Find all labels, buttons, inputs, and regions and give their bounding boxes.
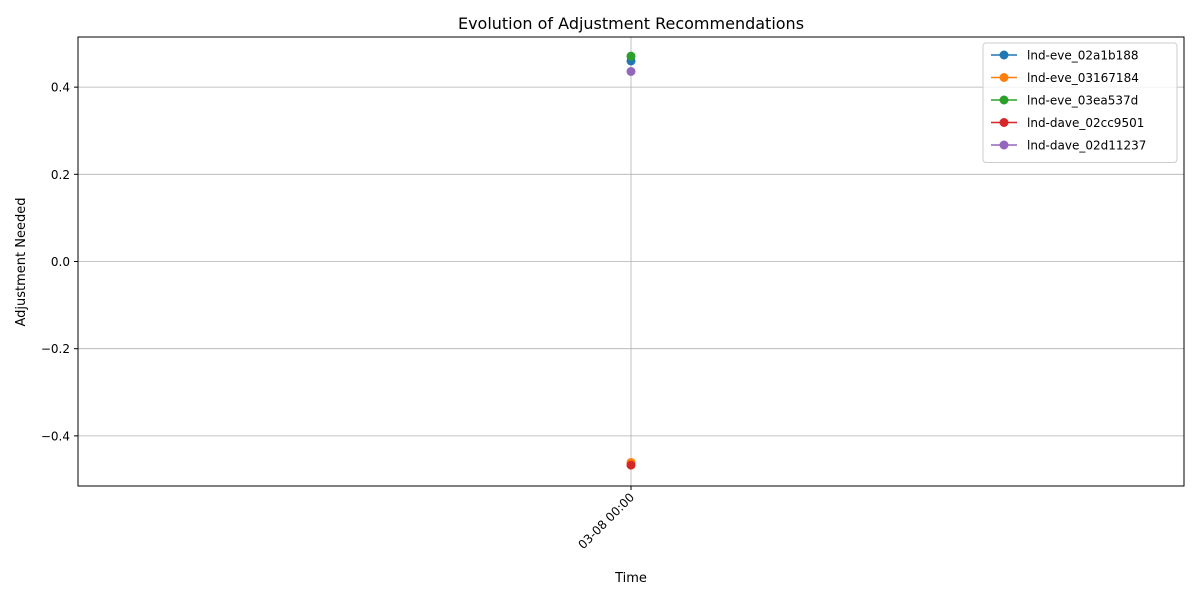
grid (78, 37, 1184, 486)
series-group (626, 51, 636, 470)
series-lnd-eve_03ea537d (626, 51, 636, 61)
data-point (626, 51, 636, 61)
y-tick-label: 0.4 (51, 81, 70, 95)
data-point (626, 460, 636, 470)
legend-box (982, 42, 1178, 163)
y-tick-label: −0.4 (41, 429, 70, 443)
legend-label: lnd-eve_03ea537d (1027, 94, 1138, 108)
legend-label: lnd-eve_03167184 (1027, 71, 1139, 85)
y-tick-label: −0.2 (41, 342, 70, 356)
series-lnd-dave_02d11237 (626, 66, 636, 76)
y-tick-label: 0.0 (51, 255, 70, 269)
legend-marker (999, 140, 1009, 150)
legend: lnd-eve_02a1b188 lnd-eve_03167184 lnd-eve_… (982, 42, 1178, 163)
legend-marker (999, 73, 1009, 82)
series-lnd-dave_02cc9501 (626, 460, 636, 470)
legend-marker (999, 50, 1009, 60)
legend-item: lnd-dave_02cc9501 (991, 116, 1144, 130)
legend-marker (999, 118, 1009, 127)
legend-marker (999, 95, 1009, 105)
x-tick-label: 03-08 00:00 (575, 490, 637, 552)
x-axis-label: Time (614, 571, 647, 586)
legend-label: lnd-dave_02d11237 (1027, 139, 1146, 153)
legend-item: lnd-dave_02d11237 (991, 139, 1146, 153)
legend-item: lnd-eve_03ea537d (991, 94, 1138, 108)
legend-label: lnd-dave_02cc9501 (1027, 116, 1144, 130)
axes: −0.4 −0.2 0.0 0.2 0.4 03-08 00:00 (41, 81, 637, 552)
y-axis-label: Adjustment Needed (14, 198, 29, 327)
data-point (626, 66, 636, 76)
legend-item: lnd-eve_02a1b188 (991, 49, 1139, 63)
legend-label: lnd-eve_02a1b188 (1027, 49, 1139, 63)
chart-title: Evolution of Adjustment Recommendations (458, 14, 804, 33)
y-tick-label: 0.2 (51, 168, 70, 182)
legend-item: lnd-eve_03167184 (991, 71, 1139, 85)
